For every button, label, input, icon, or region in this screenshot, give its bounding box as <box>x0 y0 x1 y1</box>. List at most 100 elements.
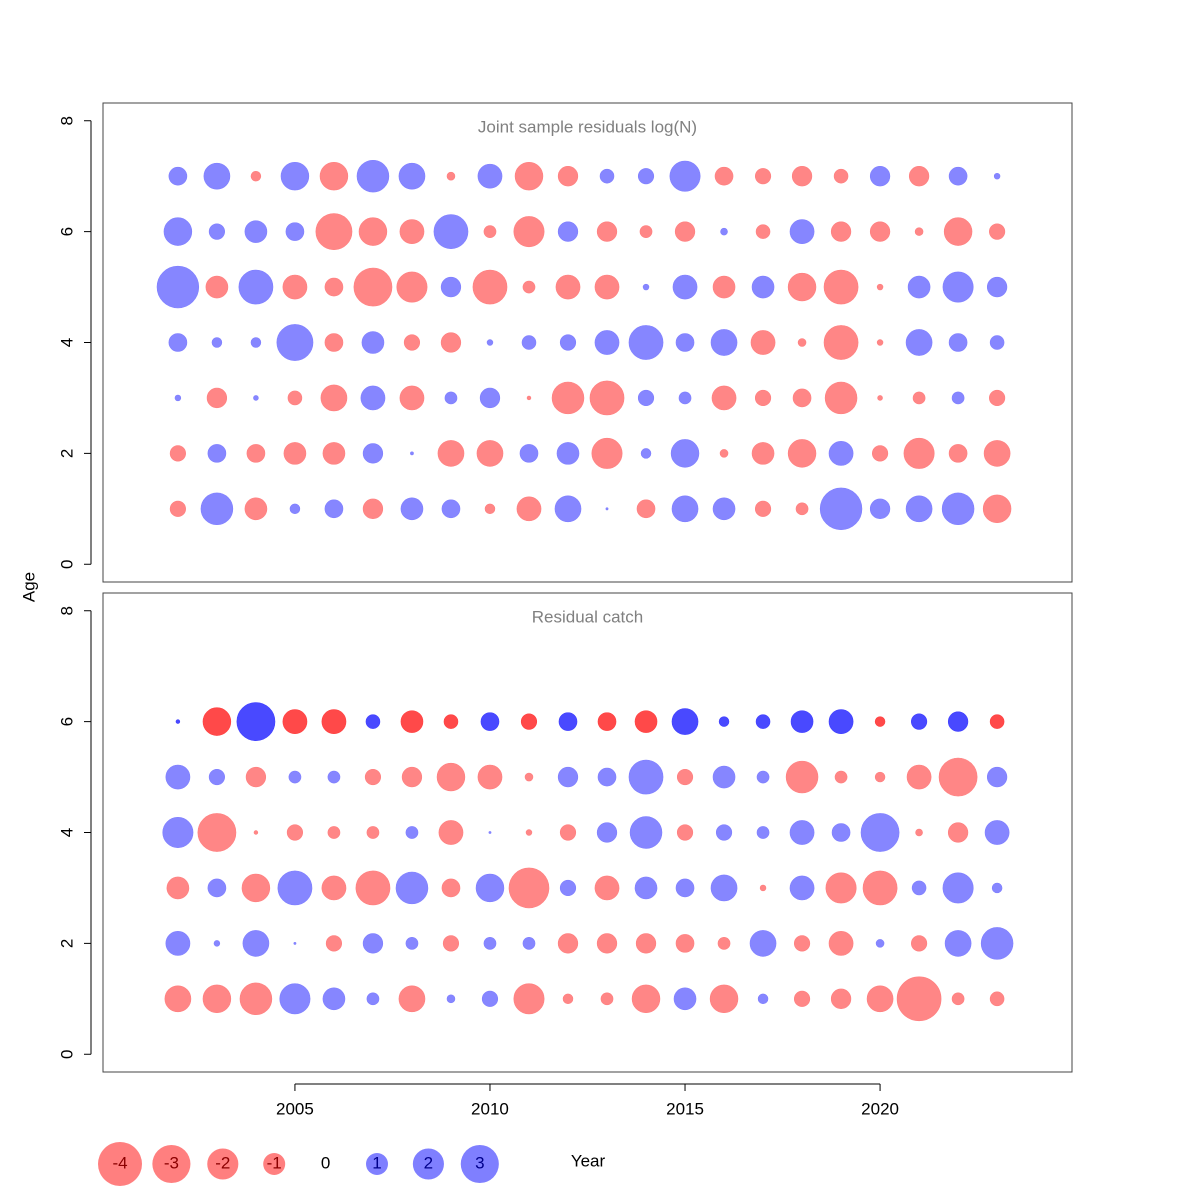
x-tick-label: 2010 <box>471 1099 509 1118</box>
residual-bubble <box>410 451 414 456</box>
residual-bubble <box>785 760 819 794</box>
residual-bubble <box>589 380 625 416</box>
residual-bubble <box>989 335 1005 350</box>
residual-bubble <box>358 217 388 246</box>
residual-bubble <box>277 870 313 906</box>
residual-bubble <box>791 166 813 187</box>
y-tick-label: 2 <box>57 939 76 948</box>
y-tick-label: 4 <box>57 338 76 347</box>
residual-bubble <box>551 381 585 415</box>
x-tick-label: 2005 <box>276 1099 314 1118</box>
residual-bubble <box>631 984 661 1014</box>
residual-bubble <box>637 389 655 407</box>
residual-bubble <box>239 982 273 1016</box>
residual-bubble <box>280 161 310 191</box>
residual-bubble <box>477 163 503 189</box>
residual-bubble <box>605 507 609 511</box>
residual-bubble <box>166 876 190 900</box>
residual-bubble <box>398 162 426 190</box>
residual-bubble <box>830 988 852 1009</box>
residual-bubble <box>324 277 344 297</box>
residual-bubble <box>712 765 736 789</box>
residual-bubble <box>912 391 926 405</box>
residual-bubble <box>675 333 695 352</box>
residual-bubble <box>911 713 928 730</box>
residual-bubble <box>991 882 1003 894</box>
residual-bubble <box>522 280 536 294</box>
residual-bubble <box>521 335 537 350</box>
residual-bubble <box>712 275 736 299</box>
residual-bubble <box>526 395 532 401</box>
residual-bubble <box>488 831 492 834</box>
residual-bubble <box>238 269 274 305</box>
residual-bubble <box>282 709 308 734</box>
residual-bubble <box>989 389 1006 407</box>
residual-bubble <box>169 445 186 462</box>
residual-bubble <box>989 714 1005 729</box>
legend-bubble <box>366 1153 388 1175</box>
residual-bubble <box>202 984 232 1014</box>
residual-bubble <box>242 930 270 957</box>
residual-bubble <box>712 497 736 521</box>
residual-bubble <box>636 499 656 519</box>
residual-bubble <box>671 495 699 523</box>
residual-bubble <box>366 992 380 1006</box>
residual-bubble <box>197 813 237 852</box>
residual-bubble <box>400 710 424 733</box>
residual-bubble <box>594 875 620 901</box>
residual-bubble <box>754 389 772 407</box>
residual-bubble <box>322 987 346 1011</box>
residual-bubble <box>322 442 346 465</box>
y-axis-label: Age <box>19 572 38 602</box>
residual-bubble <box>556 442 580 465</box>
residual-bubble <box>823 269 859 305</box>
residual-bubble <box>869 498 891 519</box>
residual-bubble <box>476 440 504 467</box>
residual-bubble <box>911 880 927 896</box>
residual-bubble <box>315 213 353 250</box>
residual-bubble <box>830 221 852 242</box>
residual-bubble <box>477 764 503 790</box>
residual-bubble <box>327 826 341 839</box>
residual-bubble <box>405 937 419 950</box>
residual-bubble <box>828 931 854 956</box>
residual-bubble <box>637 168 655 185</box>
residual-bubble <box>396 271 428 303</box>
residual-bubble <box>635 933 657 954</box>
legend-label: 0 <box>321 1153 330 1172</box>
residual-bubble <box>876 339 884 346</box>
residual-bubble <box>401 766 423 788</box>
residual-bubble <box>834 770 848 784</box>
residual-bubble <box>438 820 464 845</box>
y-tick-label: 6 <box>57 717 76 726</box>
residual-bubble <box>403 334 421 351</box>
residual-bubble <box>203 162 231 190</box>
residual-bubble <box>557 766 579 788</box>
residual-bubble <box>877 395 883 401</box>
residual-bubble <box>639 225 653 238</box>
residual-bubble <box>320 384 348 412</box>
residual-bubble <box>896 976 942 1022</box>
residual-bubble <box>286 824 304 841</box>
residual-bubble <box>942 271 974 303</box>
residual-bubble <box>207 878 227 898</box>
residual-bubble <box>789 219 815 244</box>
legend-bubble <box>152 1144 191 1184</box>
residual-bubble <box>399 219 425 244</box>
residual-bubble <box>911 935 928 952</box>
residual-bubble <box>361 331 385 354</box>
legend-bubble <box>263 1153 286 1175</box>
residual-bubble <box>943 217 973 246</box>
residual-bubble <box>599 168 615 184</box>
residual-bubble <box>597 712 617 731</box>
residual-bubble <box>399 385 425 411</box>
residual-bubble <box>678 391 692 405</box>
residual-bubble <box>674 221 696 242</box>
residual-bubble <box>169 500 186 517</box>
residual-bubble <box>675 878 695 898</box>
residual-bubble <box>828 709 854 734</box>
residual-bubble <box>362 933 384 954</box>
residual-bubble <box>905 495 933 523</box>
residual-bubble <box>282 274 308 300</box>
residual-bubble <box>443 714 459 729</box>
